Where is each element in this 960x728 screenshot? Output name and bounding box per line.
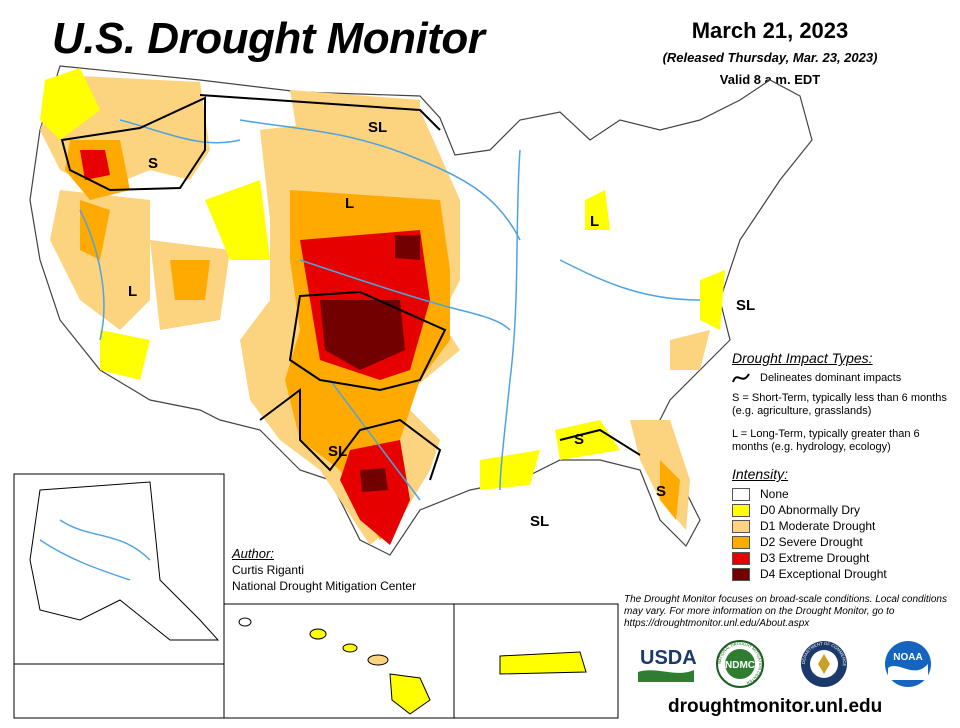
legend-label: D4 Exceptional Drought	[760, 567, 887, 581]
label-l-nebraska: L	[345, 195, 354, 212]
svg-text:NDMC: NDMC	[725, 660, 755, 671]
impact-lines	[60, 94, 641, 481]
swatch-d4	[732, 567, 750, 581]
legend-row-d1: D1 Moderate Drought	[732, 518, 952, 534]
d4-areas	[320, 235, 420, 492]
intensity-legend: Intensity: None D0 Abnormally Dry D1 Mod…	[732, 466, 952, 582]
legend-label: None	[760, 487, 789, 501]
drought-monitor-url[interactable]: droughtmonitor.unl.edu	[668, 696, 883, 717]
label-sl-virginia: SL	[736, 297, 755, 314]
delineates-text: Delineates dominant impacts	[760, 372, 902, 384]
d0-areas	[40, 68, 725, 490]
short-term-text: S = Short-Term, typically less than 6 mo…	[732, 392, 947, 417]
legend-row-d3: D3 Extreme Drought	[732, 550, 952, 566]
author-name: Curtis Riganti	[232, 563, 305, 577]
swatch-d1	[732, 519, 750, 533]
label-sl-texas: SL	[328, 443, 347, 460]
legend-label: D2 Severe Drought	[760, 535, 863, 549]
author-block: Author: Curtis Riganti National Drought …	[232, 546, 416, 594]
noaa-logo: NOAA	[885, 641, 931, 687]
legend-row-d0: D0 Abnormally Dry	[732, 502, 952, 518]
label-sl-montana: SL	[368, 119, 387, 136]
commerce-logo: DEPARTMENT OF COMMERCE	[801, 641, 847, 687]
legend-label: D1 Moderate Drought	[760, 519, 876, 533]
release-date: (Released Thursday, Mar. 23, 2023)	[662, 50, 878, 65]
swatch-none	[732, 487, 750, 501]
hawaii-inset	[223, 603, 455, 719]
legend-row-d2: D2 Severe Drought	[732, 534, 952, 550]
drought-monitor-note: The Drought Monitor focuses on broad-sca…	[624, 594, 947, 629]
impact-legend: Drought Impact Types: Delineates dominan…	[732, 350, 954, 464]
map-date: March 21, 2023	[691, 18, 849, 43]
puerto-rico-inset	[453, 603, 619, 719]
long-term-text: L = Long-Term, typically greater than 6 …	[732, 428, 920, 453]
svg-text:USDA: USDA	[640, 647, 696, 669]
impact-legend-title: Drought Impact Types:	[732, 350, 873, 366]
impact-line-icon	[732, 373, 750, 383]
label-s-florida: S	[656, 483, 666, 500]
map-title: U.S. Drought Monitor	[52, 14, 485, 63]
label-l-nevada: L	[128, 283, 137, 300]
legend-label: D0 Abnormally Dry	[760, 503, 861, 517]
swatch-d3	[732, 551, 750, 565]
svg-text:NOAA: NOAA	[893, 652, 922, 663]
author-label: Author:	[232, 546, 274, 561]
label-l-michigan: L	[590, 213, 599, 230]
ndmc-logo: NATIONAL DROUGHT MITIGATION CENTER NDMC	[716, 640, 764, 688]
swatch-d2	[732, 535, 750, 549]
legend-row-d4: D4 Exceptional Drought	[732, 566, 952, 582]
rivers	[79, 119, 701, 501]
label-s-idaho: S	[148, 155, 158, 172]
usda-logo: USDA	[638, 647, 696, 682]
delineates-row: Delineates dominant impacts	[732, 372, 954, 384]
legend-label: D3 Extreme Drought	[760, 551, 870, 565]
intensity-legend-title: Intensity:	[732, 466, 789, 482]
legend-row-none: None	[732, 486, 952, 502]
label-sl-louisiana: SL	[530, 513, 549, 530]
swatch-d0	[732, 503, 750, 517]
label-s-georgia: S	[574, 431, 584, 448]
alaska-inset	[13, 473, 225, 719]
author-org: National Drought Mitigation Center	[232, 579, 417, 593]
